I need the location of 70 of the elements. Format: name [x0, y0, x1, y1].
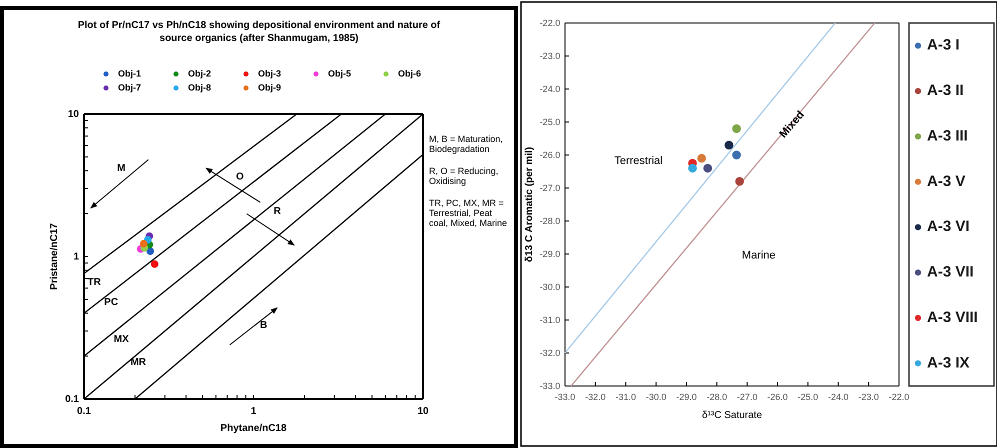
text: M, B = Maturation, Biodegradation	[429, 134, 503, 154]
y-tick-label: -22.0	[540, 18, 560, 28]
legend-label: A-3 I	[927, 36, 960, 54]
legend-label: Obj-5	[328, 68, 352, 78]
legend-label: Obj-3	[258, 68, 282, 78]
x-tick-label: -24.0	[828, 392, 849, 402]
point	[703, 164, 712, 173]
annotation: M	[117, 162, 126, 174]
x-tick-label: -30.0	[646, 392, 666, 402]
text: R, O = Reducing, Oxidising	[429, 166, 498, 186]
annotation: MR	[130, 356, 147, 368]
legend-label: A-3 IX	[927, 354, 970, 372]
y-tick-label: -28.0	[540, 216, 560, 226]
point	[735, 177, 744, 186]
x-tick-label: 1	[250, 406, 257, 417]
annotation: MX	[114, 334, 130, 345]
y-tick-label: -26.0	[540, 150, 560, 160]
x-tick-label: 10	[417, 406, 429, 417]
point	[732, 124, 741, 133]
annotation: PC	[104, 296, 118, 308]
legend-label: Obj-2	[188, 68, 212, 78]
legend-label: A-3 VIII	[927, 308, 978, 326]
y-axis-title: Pristane/nC17	[48, 222, 60, 290]
x-tick-label: -33.0	[554, 392, 576, 402]
annotation: Terrestrial	[614, 154, 663, 167]
y-tick-label: -24.0	[540, 84, 560, 94]
x-tick-label: -29.0	[676, 392, 697, 402]
x-tick-label: 0.1	[77, 406, 92, 417]
legend-label: A-3 VII	[927, 264, 974, 281]
y-tick-label: -27.0	[540, 182, 560, 193]
x-tick-label: -23.0	[858, 392, 879, 402]
point	[697, 154, 706, 163]
legend-label: Obj-1	[118, 68, 142, 78]
legend-label: A-3 II	[927, 82, 964, 100]
legend-label: Obj-6	[398, 68, 422, 78]
x-tick-label: -26.0	[767, 392, 788, 402]
y-tick-label: 10	[68, 109, 80, 120]
annotation: O	[236, 171, 244, 182]
legend-label: A-3 V	[927, 172, 966, 190]
y-tick-label: 1	[73, 252, 80, 263]
annotation: TR	[88, 276, 102, 288]
y-tick-label: -25.0	[540, 116, 560, 127]
annotation: B	[260, 320, 268, 331]
y-tick-label: -23.0	[540, 50, 560, 61]
y-tick-label: -32.0	[540, 348, 560, 358]
x-tick-label: -27.0	[736, 392, 758, 402]
y-tick-label: -30.0	[540, 282, 560, 292]
x-axis-title: Phytane/nC18	[220, 423, 287, 434]
legend-label: Obj-7	[118, 82, 142, 92]
y-tick-label: -29.0	[540, 248, 560, 259]
y-tick-label: -31.0	[540, 314, 560, 325]
text: TR, PC, MX, MR = Terrestrial, Peat coal, Mixed, Marine	[429, 198, 508, 228]
legend-label: A-3 VI	[927, 218, 970, 236]
y-axis-title: δ13 C Aromatic (per mil)	[524, 146, 535, 262]
legend-label: Obj-9	[258, 82, 282, 92]
x-tick-label: -22.0	[888, 392, 910, 402]
chart-title: Plot of Pr/nC17 vs Ph/nC18 showing depositional environment and nature of source organics (after Shanmugam, 1985)	[78, 20, 441, 44]
legend-label: A-3 III	[927, 127, 968, 144]
x-tick-label: -32.0	[585, 392, 606, 402]
y-tick-label: -33.0	[540, 380, 560, 391]
legend-label: Obj-8	[188, 82, 212, 92]
x-tick-label: -25.0	[798, 392, 818, 402]
x-axis-title: δ¹³C Saturate	[702, 410, 762, 421]
point	[732, 150, 741, 160]
x-tick-label: -28.0	[706, 392, 728, 402]
x-tick-label: -31.0	[615, 392, 636, 402]
point	[724, 140, 734, 150]
annotation: R	[274, 206, 282, 217]
point	[688, 164, 697, 173]
annotation: Marine	[742, 249, 776, 262]
